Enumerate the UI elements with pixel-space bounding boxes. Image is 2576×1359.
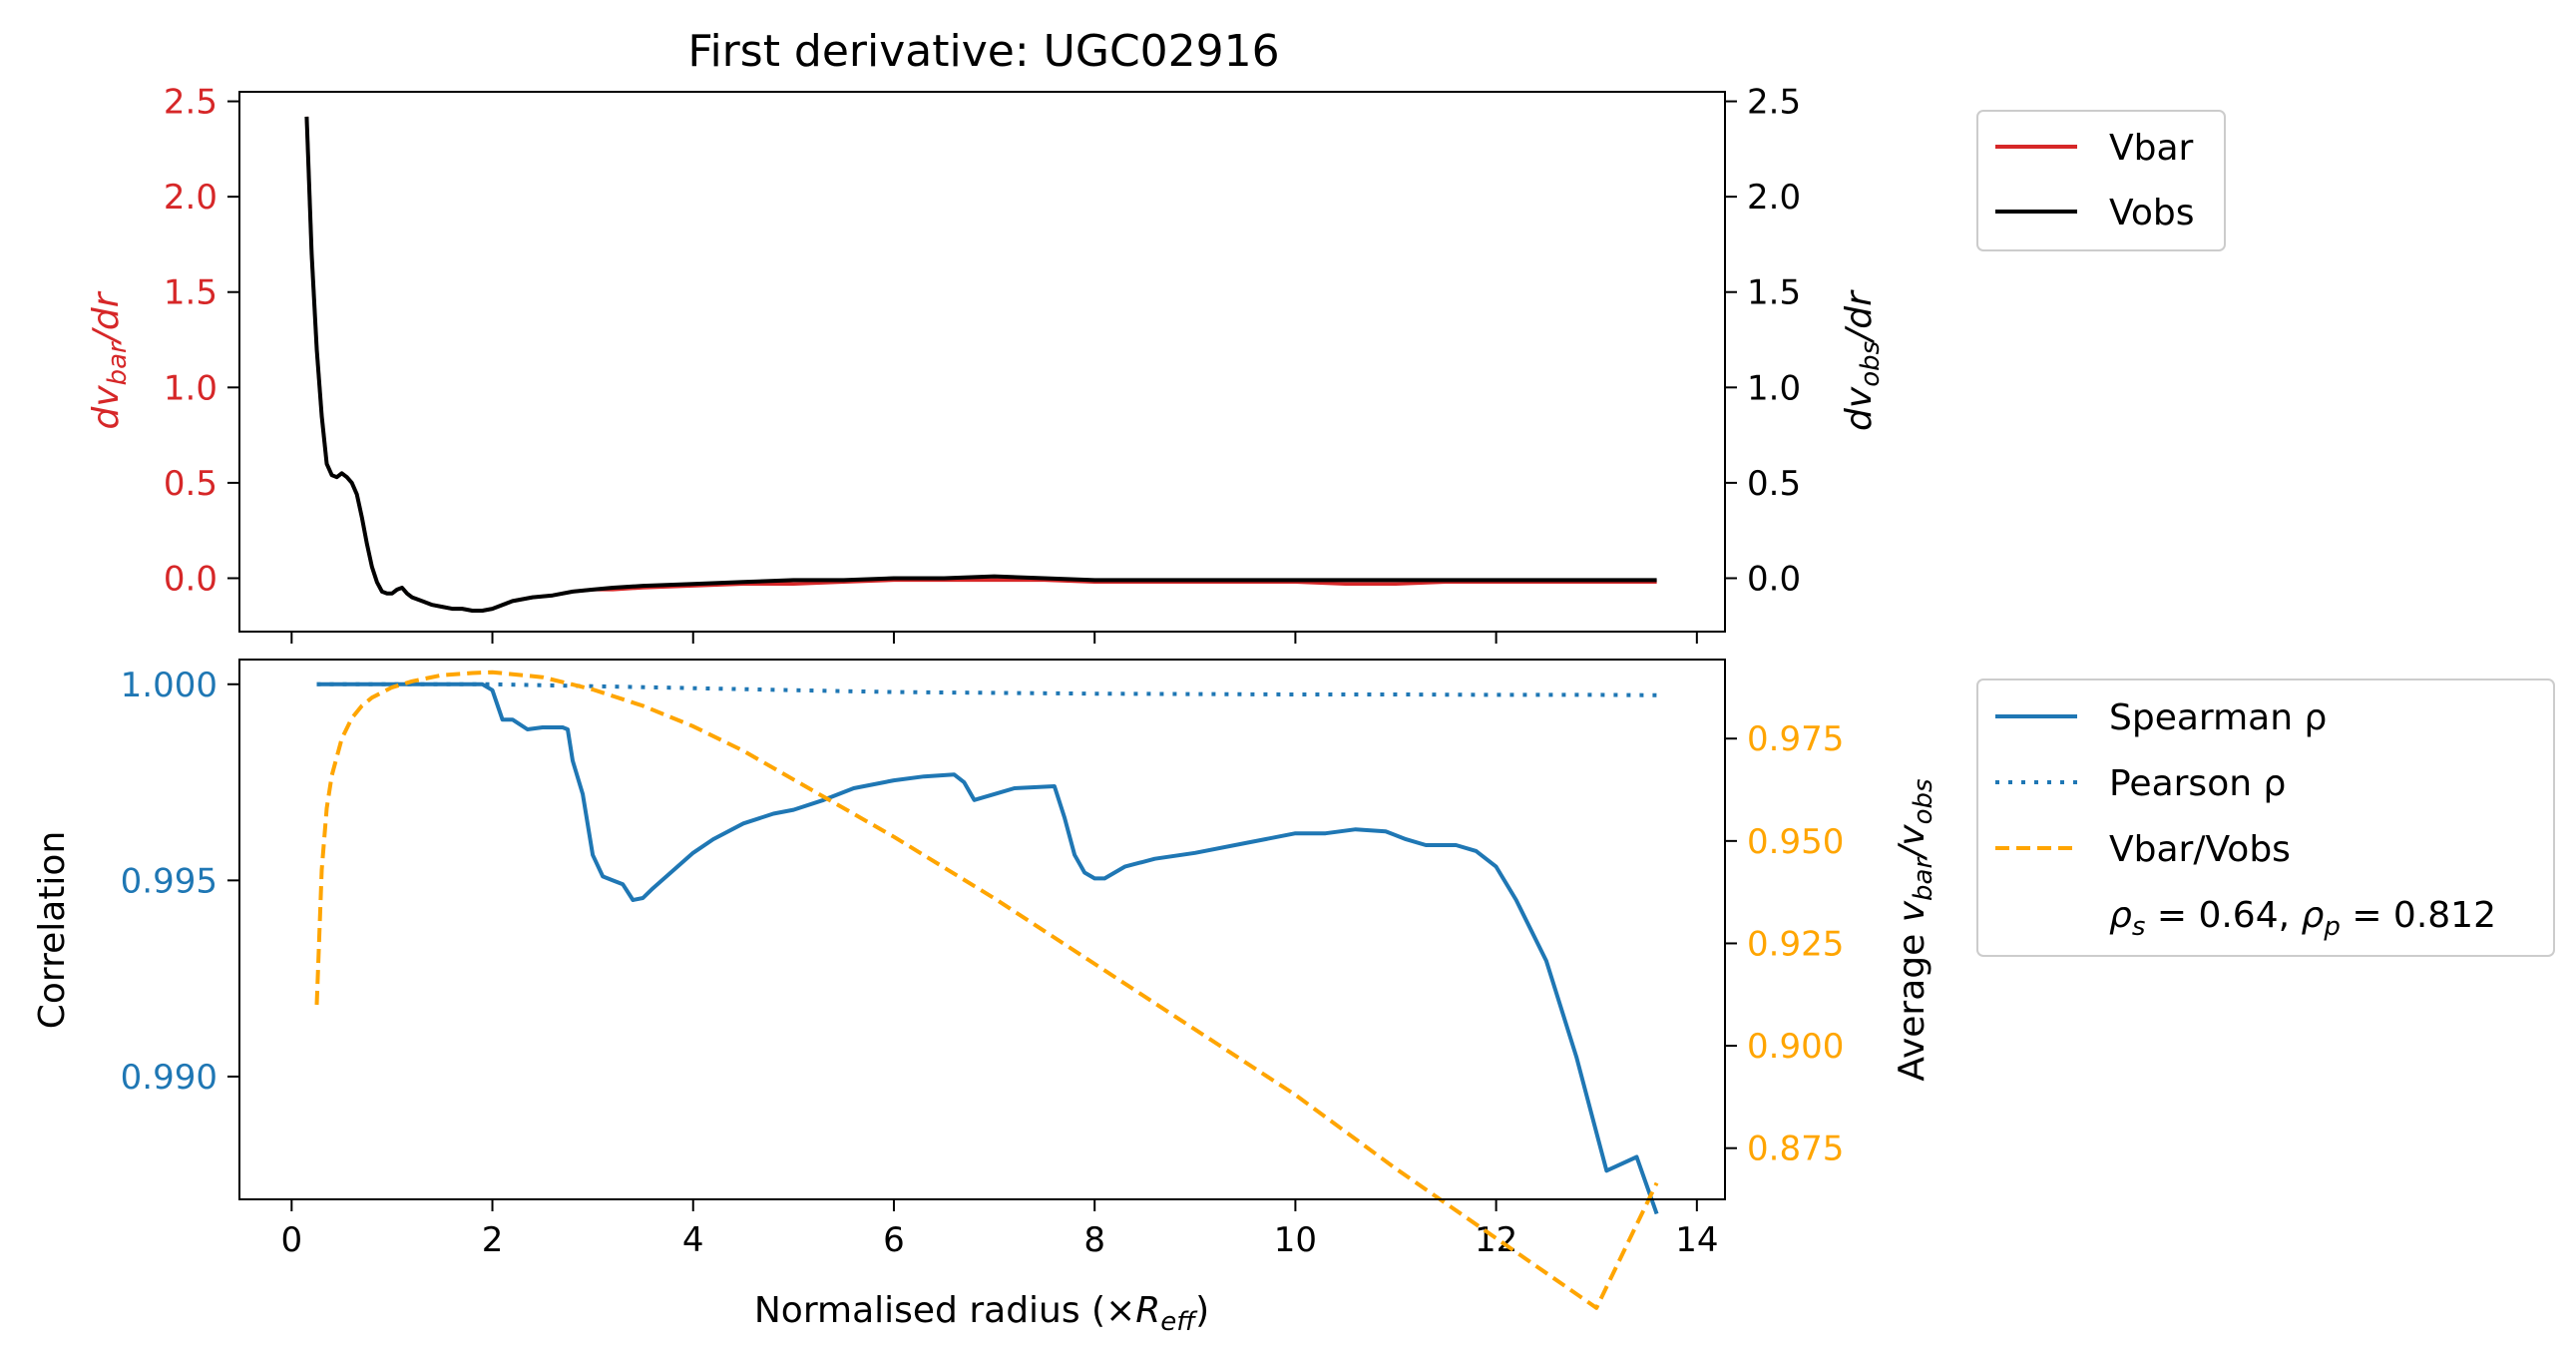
top-left-ytick-label: 0.0: [164, 559, 217, 599]
bottom-legend-box: [1976, 679, 2555, 957]
series-line-vobs: [304, 116, 1657, 613]
legend-correlation-note: ρs = 0.64, ρp = 0.812: [2109, 895, 2496, 942]
top-right-ytick-label: 1.0: [1747, 368, 1801, 408]
bottom-xtick-label: 14: [1675, 1220, 1718, 1260]
bottom-xtick-label: 10: [1274, 1220, 1317, 1260]
top-right-ytick-label: 0.5: [1747, 464, 1801, 504]
bottom-xtick-label: 4: [682, 1220, 704, 1260]
legend-vobs-label: Vobs: [2109, 193, 2194, 233]
top-legend: Vbar Vobs: [1976, 110, 2226, 251]
bottom-panel: 0.990 0.995 1.000 0.875 0.900 0.925 0.950 0.975…: [32, 659, 1938, 1337]
bottom-xlabel: Normalised radius (×Reff): [754, 1290, 1209, 1337]
bottom-right-ytick-label: 0.900: [1747, 1027, 1844, 1067]
bottom-left-ytick-label: 1.000: [121, 666, 217, 705]
bottom-xtick-label: 0: [280, 1220, 302, 1260]
top-right-ytick-label: 2.5: [1747, 83, 1801, 123]
series-line-pearson: [316, 681, 1657, 697]
top-right-ytick-label: 1.5: [1747, 273, 1801, 313]
bottom-right-ytick-label: 0.875: [1747, 1130, 1844, 1169]
top-left-ytick-label: 1.0: [164, 368, 217, 408]
top-panel-plot-area: [304, 116, 1657, 613]
bottom-xtick-label: 8: [1083, 1220, 1105, 1260]
top-left-ytick-label: 2.5: [164, 83, 217, 123]
bottom-left-ylabel: Correlation: [32, 831, 73, 1030]
top-left-ytick-label: 1.5: [164, 273, 217, 313]
bottom-left-ytick-label: 0.990: [121, 1058, 217, 1098]
legend-ratio-label: Vbar/Vobs: [2109, 829, 2291, 870]
top-right-ytick-label: 0.0: [1747, 559, 1801, 599]
bottom-right-ylabel: Average vbar/vobs: [1892, 778, 1938, 1081]
series-line-vbar: [304, 116, 1657, 613]
bottom-right-ytick-label: 0.975: [1747, 719, 1844, 759]
series-line-spearman: [316, 681, 1659, 1215]
top-left-ylabel: dvbar/dr: [86, 290, 133, 429]
bottom-xtick-label: 6: [883, 1220, 905, 1260]
series-line-vbar-vobs: [314, 670, 1659, 1310]
top-right-ylabel: dvobs/dr: [1839, 289, 1886, 431]
bottom-legend: Spearman ρ Pearson ρ Vbar/Vobs ρs = 0.64…: [1976, 679, 2555, 957]
legend-pearson-label: Pearson ρ: [2109, 763, 2286, 804]
bottom-panel-frame: [238, 659, 1726, 1200]
top-left-ytick-label: 2.0: [164, 178, 217, 218]
top-panel-frame: [238, 91, 1726, 633]
bottom-xtick-label: 2: [482, 1220, 504, 1260]
top-panel-ticks: 0.0 0.0 0.5 0.5 1.0 1.0 1.5 1.5 2.0 2.0 2.5 2.5: [164, 83, 1801, 644]
bottom-panel-ticks: 0.990 0.995 1.000 0.875 0.900 0.925 0.950 0.975…: [121, 666, 1845, 1260]
bottom-right-ytick-label: 0.950: [1747, 822, 1844, 862]
top-right-ytick-label: 2.0: [1747, 178, 1801, 218]
top-panel-title: First derivative: UGC02916: [687, 26, 1279, 77]
top-panel: First derivative: UGC02916 0.0 0.0 0.5 0.5 1…: [86, 26, 1886, 644]
legend-spearman-label: Spearman ρ: [2109, 697, 2327, 738]
bottom-xtick-label: 12: [1475, 1220, 1517, 1260]
legend-vbar-label: Vbar: [2109, 128, 2194, 169]
bottom-left-ytick-label: 0.995: [121, 861, 217, 901]
bottom-panel-plot-area: [314, 670, 1659, 1310]
top-left-ytick-label: 0.5: [164, 464, 217, 504]
bottom-right-ytick-label: 0.925: [1747, 924, 1844, 964]
